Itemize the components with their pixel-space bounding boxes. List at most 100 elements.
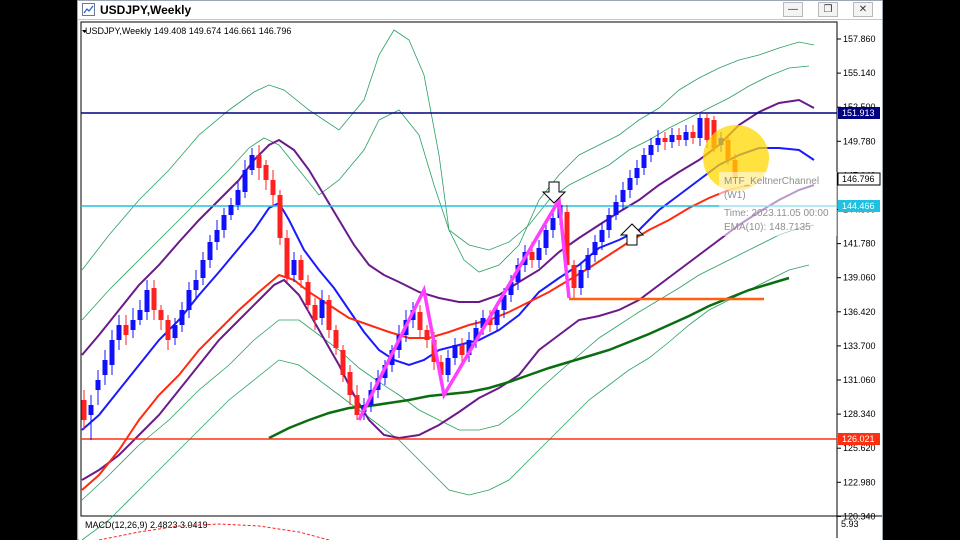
price-scale[interactable]: 157.860155.140152.500149.780147.140144.5… — [837, 34, 876, 521]
outer-band-upper — [81, 29, 815, 273]
candle-body — [207, 242, 213, 260]
tooltip-line-4: EMA(10): 148.7135 — [724, 222, 811, 233]
price-scale-label: 141.780 — [843, 239, 876, 249]
candle-body — [480, 318, 486, 328]
candle-body — [109, 340, 115, 365]
candle-body — [466, 340, 472, 355]
price-chart[interactable]: USDJPY,Weekly 149.408 149.674 146.661 14… — [79, 20, 882, 540]
candle-body — [627, 178, 633, 190]
price-scale-label: 131.060 — [843, 375, 876, 385]
candle-body — [298, 260, 304, 280]
candle-body — [501, 295, 507, 310]
svg-text:126.021: 126.021 — [842, 434, 875, 444]
candle-body — [704, 118, 710, 140]
candlesticks — [81, 114, 738, 440]
candle-body — [137, 310, 143, 320]
candle-body — [151, 288, 157, 310]
candle-body — [102, 360, 108, 375]
candle-body — [354, 395, 360, 415]
outer-band-lower-2 — [81, 224, 815, 501]
candle-body — [81, 400, 87, 420]
price-scale-label: 125.620 — [843, 443, 876, 453]
candle-body — [543, 230, 549, 248]
candle-body — [284, 238, 290, 278]
tooltip-line-3: Time: 2023.11.05 00:00 — [724, 208, 829, 219]
candle-body — [662, 138, 668, 142]
zigzag-line — [357, 194, 571, 421]
tooltip-line-1: MTF_KeltnerChannel — [724, 176, 819, 187]
resistance-label: 151.913 — [838, 107, 880, 119]
candle-body — [263, 165, 269, 180]
candle-body — [116, 325, 122, 340]
macd-label: MACD(12,26,9) 2.4823 3.0419 — [85, 520, 208, 530]
candle-body — [683, 132, 689, 140]
candle-body — [697, 118, 703, 138]
candle-body — [424, 330, 430, 340]
candle-body — [515, 265, 521, 282]
candle-body — [221, 215, 227, 230]
candle-body — [578, 270, 584, 288]
candle-body — [165, 320, 171, 340]
price-scale-label: 120.340 — [843, 511, 876, 521]
candle-body — [123, 325, 129, 335]
macd-signal-line — [98, 523, 330, 540]
candle-body — [669, 135, 675, 142]
candle-body — [550, 218, 556, 230]
candle-body — [144, 290, 150, 312]
candle-body — [312, 305, 318, 320]
ema-line — [81, 147, 815, 431]
price-scale-label: 139.060 — [843, 273, 876, 283]
price-scale-label: 122.980 — [843, 477, 876, 487]
candle-body — [648, 145, 654, 155]
candle-body — [305, 282, 311, 305]
close-button[interactable]: ✕ — [853, 2, 873, 17]
candle-body — [417, 312, 423, 330]
candle-body — [277, 195, 283, 238]
candle-body — [438, 362, 444, 375]
candle-body — [564, 212, 570, 265]
candle-body — [130, 320, 136, 330]
candle-body — [172, 325, 178, 338]
window-titlebar[interactable]: USDJPY,Weekly — ❐ ✕ — [78, 1, 882, 20]
candle-body — [494, 310, 500, 325]
candle-body — [690, 132, 696, 138]
price-scale-label: 133.700 — [843, 341, 876, 351]
keltner-lower — [81, 184, 815, 481]
minimize-icon: — — [788, 4, 798, 15]
header-marker-icon — [82, 30, 87, 33]
candle-body — [326, 300, 332, 330]
candle-body — [655, 138, 661, 145]
price-scale-label: 136.420 — [843, 307, 876, 317]
candle-body — [634, 168, 640, 178]
candle-body — [319, 300, 325, 318]
candle-body — [242, 170, 248, 192]
minimize-button[interactable]: — — [783, 2, 803, 17]
price-scale-label: 149.780 — [843, 136, 876, 146]
candle-body — [186, 290, 192, 310]
candle-body — [270, 180, 276, 195]
candle-body — [333, 330, 339, 348]
candle-body — [340, 350, 346, 375]
candle-body — [676, 135, 682, 140]
candle-body — [473, 328, 479, 340]
candle-body — [347, 372, 353, 395]
chart-area[interactable]: USDJPY,Weekly 149.408 149.674 146.661 14… — [79, 20, 882, 540]
candle-body — [585, 255, 591, 270]
restore-button[interactable]: ❐ — [818, 2, 838, 17]
chart-window[interactable]: USDJPY,Weekly — ❐ ✕ USDJPY,Weekly 149.40… — [77, 0, 883, 540]
candle-body — [620, 190, 626, 202]
candle-body — [228, 205, 234, 215]
close-icon: ✕ — [858, 4, 868, 15]
up-arrow-icon — [619, 223, 645, 246]
indicator-tooltip: MTF_KeltnerChannel (W1) Time: 2023.11.05… — [719, 172, 837, 236]
candle-body — [459, 345, 465, 355]
tooltip-line-2: (W1) — [724, 190, 746, 201]
outer-band-lower — [81, 264, 810, 540]
last-price-label: 146.796 — [837, 172, 881, 186]
chart-app-icon — [82, 3, 95, 16]
candle-body — [214, 230, 220, 242]
outer-band-upper-2 — [81, 65, 810, 321]
candle-body — [249, 155, 255, 170]
chart-header: USDJPY,Weekly 149.408 149.674 146.661 14… — [85, 26, 291, 36]
mid-level-label: 144.466 — [838, 200, 880, 212]
